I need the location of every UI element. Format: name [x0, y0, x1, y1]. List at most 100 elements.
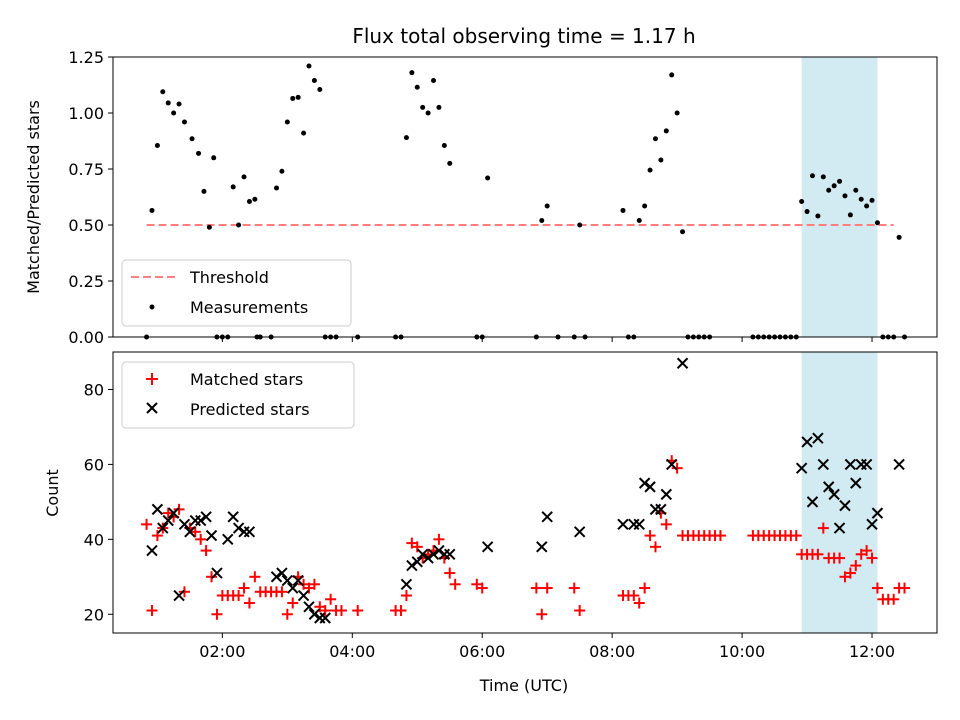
matched-stars-point: [238, 582, 250, 594]
predicted-stars-point: [400, 578, 413, 591]
measurement-point: [201, 188, 207, 194]
predicted-stars-point: [833, 522, 846, 534]
y-tick-label: 80: [84, 380, 104, 399]
series-measurements: [144, 63, 908, 340]
matched-legend-swatch: [146, 373, 158, 385]
predicted-stars-point: [194, 514, 207, 527]
measurement-point: [869, 197, 875, 203]
matched-stars-point: [335, 605, 347, 617]
matched-stars-point: [639, 582, 651, 594]
measurement-point: [246, 198, 252, 204]
predicted-stars-point: [146, 544, 158, 557]
matched-stars-point: [433, 533, 445, 545]
predicted-stars-point: [850, 477, 862, 489]
y-tick-label: 1.25: [68, 48, 104, 67]
predicted-stars-point: [151, 503, 164, 516]
predicted-stars-point: [422, 552, 434, 564]
predicted-stars-point: [638, 477, 651, 489]
predicted-stars-point: [162, 514, 174, 527]
measurement-point: [436, 104, 442, 110]
measurement-point: [176, 101, 182, 107]
x-tick-label: 12:00: [849, 642, 895, 661]
predicted-stars-point: [416, 548, 429, 561]
measurement-point: [853, 187, 859, 193]
measurement-point: [864, 203, 870, 209]
predicted-stars-point: [676, 357, 689, 369]
matched-stars-point: [352, 605, 364, 617]
measurement-point: [663, 128, 669, 134]
predicted-stars-point: [823, 481, 835, 493]
matched-stars-point: [671, 462, 683, 474]
x-tick-label: 10:00: [719, 642, 765, 661]
matched-stars-point: [141, 518, 153, 530]
measurements-legend-label: Measurements: [190, 298, 308, 317]
measurement-point: [154, 142, 160, 148]
predicted-stars-point: [411, 556, 423, 568]
matched-stars-point: [400, 590, 412, 602]
measurement-point: [820, 174, 826, 180]
x-tick-label: 04:00: [329, 642, 375, 661]
measurement-point: [431, 78, 437, 84]
matched-stars-point: [476, 582, 488, 594]
matched-stars-point: [211, 608, 223, 620]
measurement-point: [858, 196, 864, 202]
predicted-stars-point: [893, 458, 905, 471]
measurement-point: [196, 150, 202, 156]
measurement-point: [831, 183, 837, 189]
measurement-point: [447, 160, 453, 166]
measurement-point: [804, 209, 810, 215]
measurement-point: [290, 95, 296, 101]
predicted-stars-point: [227, 511, 239, 523]
predicted-stars-point: [828, 488, 840, 501]
measurement-point: [544, 203, 550, 209]
measurement-point: [809, 173, 815, 179]
measurement-point: [409, 70, 415, 76]
matched-stars-point: [850, 560, 862, 572]
measurement-point: [420, 104, 426, 110]
matched-stars-point: [243, 597, 255, 609]
matched-stars-point: [628, 590, 640, 602]
measurement-point: [279, 168, 285, 174]
matched-stars-point: [308, 578, 320, 590]
predicted-stars-point: [866, 518, 878, 531]
predicted-stars-point: [844, 458, 857, 471]
measurement-point: [485, 175, 491, 181]
predicted-stars-point: [633, 518, 645, 531]
predicted-stars-point: [666, 458, 678, 471]
predicted-stars-point: [481, 541, 494, 553]
predicted-stars-point: [644, 481, 656, 493]
matched-stars-point: [200, 545, 212, 557]
matched-stars-point: [790, 530, 802, 542]
measurement-point: [620, 207, 626, 213]
x-tick-label: 08:00: [589, 642, 635, 661]
measurement-point: [236, 222, 242, 228]
predicted-stars-point: [232, 522, 245, 534]
predicted-stars-point: [541, 511, 553, 523]
predicted-stars-point: [270, 571, 283, 583]
measurement-point: [874, 220, 880, 226]
measurement-point: [311, 78, 317, 84]
measurement-point: [301, 130, 307, 136]
predicted-stars-point: [406, 559, 418, 572]
x-tick-label: 02:00: [199, 642, 245, 661]
predicted-stars-point: [303, 601, 315, 613]
y-tick-label: 20: [84, 605, 104, 624]
y-tick-label: 0.50: [68, 216, 104, 235]
matched-stars-point: [861, 545, 873, 557]
matched-stars-point: [195, 533, 207, 545]
predicted-stars-point: [655, 503, 667, 516]
matched-stars-point: [871, 582, 883, 594]
highlight-span: [801, 57, 878, 337]
matched-stars-point: [812, 548, 824, 560]
matched-stars-point: [660, 518, 672, 530]
matched-stars-point: [319, 605, 331, 617]
ratio-panel: Flux total observing time = 1.17 h 0.000…: [24, 24, 938, 347]
matched-stars-point: [178, 586, 190, 598]
matched-stars-point: [536, 608, 548, 620]
predicted-stars-point: [812, 432, 824, 444]
matched-stars-point: [817, 522, 829, 534]
measurement-point: [826, 187, 832, 193]
measurement-point: [799, 198, 805, 204]
measurement-point: [189, 136, 195, 142]
